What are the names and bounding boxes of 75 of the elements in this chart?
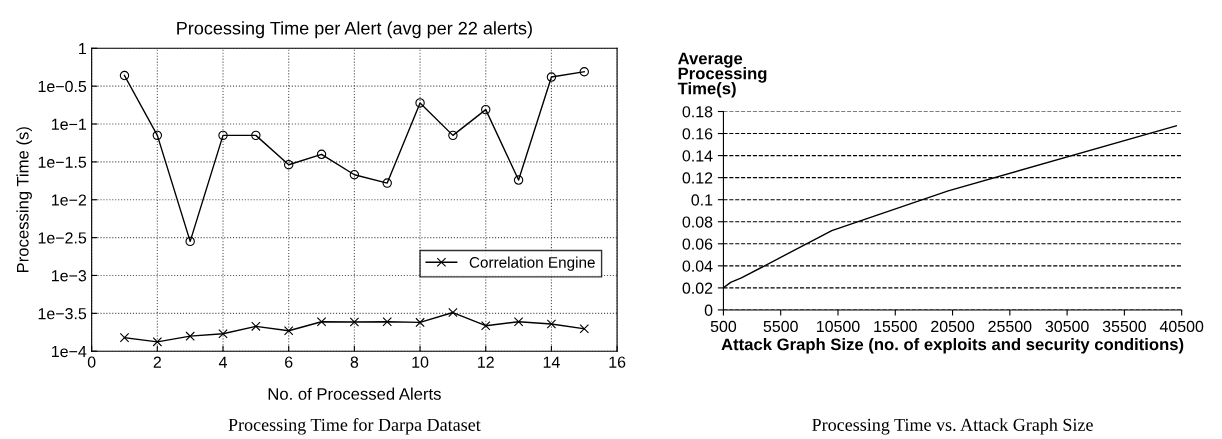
point xyxy=(316,149,327,160)
point xyxy=(382,317,392,327)
x-tick-label: 2 xyxy=(153,356,161,368)
y-tick-label: 1e−1.5 xyxy=(38,156,87,168)
x-axis-title: No. of Processed Alerts xyxy=(268,387,441,400)
x-tick-label: 15500 xyxy=(874,320,917,333)
y-tick-label: 0 xyxy=(704,304,713,316)
legend-label: Correlation Engine xyxy=(469,256,595,271)
x-axis-title: Attack Graph Size (no. of exploits and security conditions) xyxy=(721,338,1184,354)
x-tick-label: 40500 xyxy=(1159,320,1204,333)
point xyxy=(579,324,589,334)
x-tick-label: 8 xyxy=(350,356,359,368)
y-axis-title: Average Processing Time(s) xyxy=(677,52,767,98)
point xyxy=(251,130,261,141)
point xyxy=(481,320,491,331)
y-tick-label: 1e−3.5 xyxy=(38,307,87,320)
x-tick-label: 0 xyxy=(87,356,96,368)
point xyxy=(546,319,557,329)
x-tick-label: 12 xyxy=(478,356,494,368)
x-tick-label: 25500 xyxy=(988,320,1032,333)
x-tick-label: 4 xyxy=(218,356,227,368)
point xyxy=(185,236,195,247)
point xyxy=(316,317,327,327)
point xyxy=(448,307,458,318)
x-tick-label: 20500 xyxy=(931,320,975,333)
y-tick-label: 0.16 xyxy=(682,128,713,140)
x-tick-label: 16 xyxy=(609,356,626,368)
y-tick-label: 0.14 xyxy=(682,150,713,162)
y-tick-label: 1 xyxy=(79,43,87,55)
point xyxy=(382,178,392,188)
y-tick-label: 0.02 xyxy=(682,282,713,294)
point xyxy=(349,317,360,327)
x-tick-label: 10 xyxy=(412,356,429,368)
point xyxy=(513,317,524,327)
point xyxy=(119,70,130,81)
x-tick-label: 5500 xyxy=(763,320,798,333)
y-tick-label: 1e−2 xyxy=(52,194,86,206)
y-tick-label: 1e−4 xyxy=(52,346,87,358)
point xyxy=(152,130,163,141)
x-tick-label: 500 xyxy=(710,320,737,333)
y-tick-label: 0.1 xyxy=(691,194,713,206)
point xyxy=(513,175,524,185)
text: Processing Time vs. Attack Graph Size xyxy=(812,418,1093,435)
y-tick-label: 1e−2.5 xyxy=(38,232,87,244)
point xyxy=(251,321,261,332)
point xyxy=(119,332,130,343)
y-tick-label: 0.18 xyxy=(682,106,713,118)
point xyxy=(415,98,425,108)
point xyxy=(415,317,425,328)
y-tick-label: 0.06 xyxy=(682,238,713,250)
point xyxy=(283,326,294,336)
y-tick-label: 0.08 xyxy=(682,216,713,228)
x-tick-label: 30500 xyxy=(1045,320,1089,333)
y-tick-label: 1e−0.5 xyxy=(38,80,87,93)
point xyxy=(283,160,294,170)
x-tick-label: 35500 xyxy=(1102,320,1146,333)
point xyxy=(152,337,163,347)
point xyxy=(349,170,360,180)
y-axis-title: Processing Time (s) xyxy=(16,127,32,272)
point xyxy=(546,72,557,82)
x-tick-label: 10500 xyxy=(817,320,860,333)
y-tick-label: 1e−1 xyxy=(52,118,87,130)
point xyxy=(218,329,228,339)
x-tick-label: 6 xyxy=(285,356,293,368)
y-tick-label: 0.12 xyxy=(682,172,713,184)
text: Processing Time for Darpa Dataset xyxy=(228,418,481,435)
y-tick-label: 0.04 xyxy=(682,260,713,272)
point xyxy=(481,104,491,115)
x-tick-label: 14 xyxy=(543,356,560,368)
point xyxy=(218,130,228,141)
y-tick-label: 1e−3 xyxy=(52,270,87,282)
point xyxy=(448,130,458,141)
chart-title: Processing Time per Alert (avg per 22 alerts) xyxy=(177,21,532,39)
point xyxy=(185,331,195,341)
point xyxy=(579,67,589,77)
